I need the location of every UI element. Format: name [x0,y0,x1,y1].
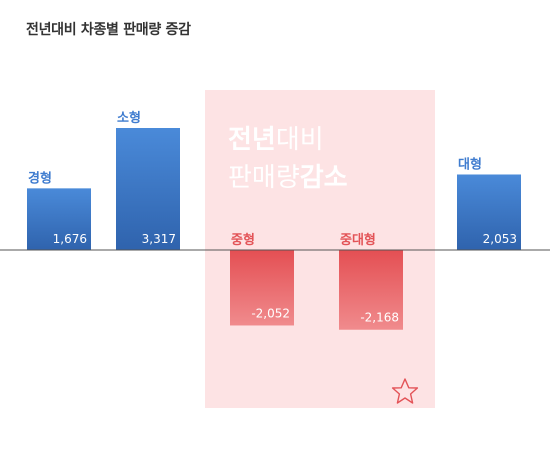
category-label-2: 소형 [117,110,141,126]
highlight-line-1: 전년대비 [228,125,324,155]
highlight-line-2: 판매량감소 [228,163,348,193]
category-label-3: 중형 [231,232,255,248]
decrease-highlight-box [205,90,435,408]
highlight-line-2-bold: 감소 [300,163,348,193]
value-label-5: 2,053 [483,232,517,246]
star-icon [391,378,419,404]
chart-title: 전년대비 차종별 판매량 증감 [26,22,191,38]
highlight-line-2-light: 판매량 [228,163,300,193]
value-label-3: -2,052 [251,306,290,320]
category-label-5: 대형 [458,156,482,172]
highlight-line-1-bold: 전년 [228,125,276,155]
value-label-2: 3,317 [142,232,176,246]
bar-1 [27,188,91,250]
value-label-4: -2,168 [360,311,399,325]
bar-5 [457,174,521,250]
bar-3 [230,250,294,326]
bar-2 [116,128,180,250]
category-label-4: 중대형 [340,232,376,248]
highlight-line-1-light: 대비 [276,125,324,155]
value-label-1: 1,676 [53,232,87,246]
category-label-1: 경형 [28,170,52,186]
bar-4 [339,250,403,330]
